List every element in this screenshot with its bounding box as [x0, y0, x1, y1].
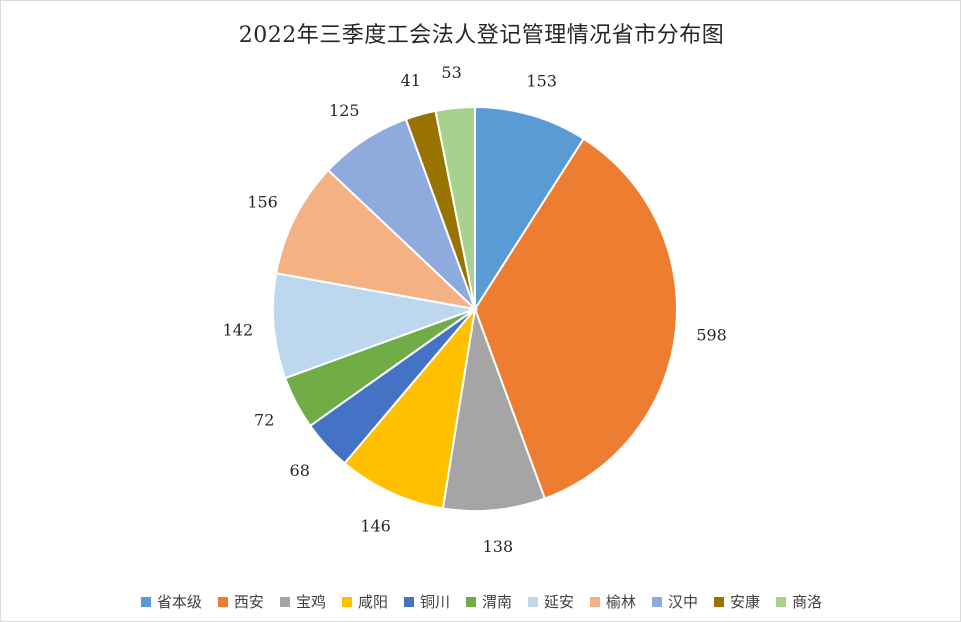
- pie-slice-1: [474, 105, 586, 313]
- legend-item-11: 商洛: [776, 591, 822, 612]
- legend-label: 安康: [730, 593, 761, 611]
- data-label-7: 142: [223, 320, 254, 339]
- pie-chart: 153 598 138 146 68 72 142 156 125 41 53: [223, 63, 727, 556]
- legend-label: 商洛: [792, 593, 823, 611]
- legend-swatch: [465, 596, 476, 607]
- legend-swatch: [528, 596, 538, 607]
- legend-swatch: [652, 596, 663, 607]
- legend-swatch: [341, 596, 352, 607]
- legend-swatch: [279, 596, 290, 607]
- pie-slices: [271, 105, 678, 512]
- legend-item-9: 汉中: [652, 591, 698, 612]
- data-label-6: 72: [254, 411, 274, 430]
- pie-slice-7: [271, 272, 479, 380]
- legend-item-10: 安康: [714, 591, 760, 612]
- legend-swatch: [217, 596, 228, 607]
- legend-swatch: [714, 596, 725, 607]
- data-label-1: 153: [526, 72, 557, 91]
- legend-label: 咸阳: [357, 593, 388, 611]
- legend-item-8: 榆林: [590, 591, 636, 612]
- data-label-11: 53: [441, 63, 461, 82]
- legend-label: 延安: [544, 593, 575, 611]
- chart-title: 2022年三季度工会法人登记管理情况省市分布图: [238, 23, 725, 48]
- data-label-5: 68: [290, 461, 310, 480]
- data-label-9: 125: [329, 101, 360, 120]
- legend: 省本级 西安 宝鸡 咸阳 铜川 渭南 延安 榆林 汉中 安康 商洛: [1, 591, 961, 612]
- data-label-3: 138: [483, 537, 514, 556]
- legend-swatch: [590, 596, 601, 607]
- legend-label: 汉中: [668, 593, 699, 611]
- legend-label: 榆林: [606, 593, 637, 611]
- pie-slice-3: [441, 305, 547, 512]
- pie-data-labels: 153 598 138 146 68 72 142 156 125 41 53: [223, 63, 727, 556]
- legend-label: 宝鸡: [295, 593, 326, 611]
- legend-item-4: 咸阳: [341, 591, 388, 612]
- legend-item-1: 省本级: [140, 591, 202, 612]
- pie-slice-2: [473, 137, 678, 500]
- legend-swatch: [776, 596, 787, 607]
- legend-item-7: 延安: [528, 591, 574, 612]
- pie-slice-8: [275, 168, 479, 311]
- legend-item-5: 铜川: [403, 591, 450, 612]
- data-label-10: 41: [401, 71, 421, 90]
- legend-item-6: 渭南: [465, 591, 512, 612]
- data-label-2: 598: [696, 326, 727, 345]
- data-label-4: 146: [360, 516, 391, 535]
- legend-label: 西安: [233, 593, 264, 611]
- legend-item-3: 宝鸡: [279, 591, 326, 612]
- pie-slice-11: [434, 105, 476, 310]
- legend-label: 铜川: [419, 593, 450, 611]
- legend-label: 省本级: [156, 593, 202, 611]
- legend-swatch: [403, 596, 414, 607]
- legend-item-2: 西安: [217, 591, 264, 612]
- legend-swatch: [140, 596, 151, 607]
- pie-slice-4: [343, 305, 477, 510]
- legend-label: 渭南: [481, 593, 512, 611]
- data-label-8: 156: [247, 193, 278, 212]
